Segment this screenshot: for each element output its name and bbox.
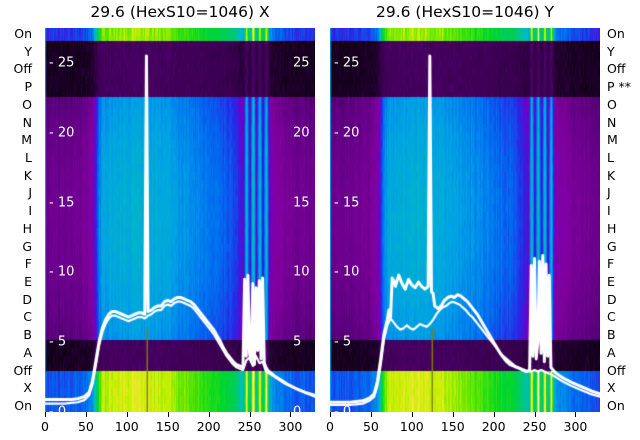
heatmap-panel-x[interactable] xyxy=(45,28,315,412)
x-axis-tick-label: 100 xyxy=(399,419,424,434)
x-axis-tick xyxy=(575,412,577,417)
category-tick-label: Off xyxy=(13,362,32,378)
category-tick-label: X xyxy=(23,380,32,396)
x-axis-tick-label: 200 xyxy=(481,419,506,434)
left-category-axis: On Y Off P O N M L K J I H G F E D C B A Off X On xyxy=(0,25,34,413)
category-tick-label: On xyxy=(607,397,625,413)
category-tick-label: F xyxy=(24,256,32,272)
x-axis-tick xyxy=(493,412,495,417)
category-tick-label: X xyxy=(607,380,616,396)
right-category-axis: On Y Off P ** O N M L K J I H G F E D C B A Off X On xyxy=(604,25,638,413)
category-tick-label: On xyxy=(14,397,32,413)
x-axis-tick xyxy=(411,412,413,417)
x-axis-tick xyxy=(45,412,46,417)
category-tick-label: J xyxy=(28,185,32,201)
category-tick-label: H xyxy=(22,220,32,236)
category-tick-label: B xyxy=(607,326,616,342)
category-tick-label: G xyxy=(607,238,617,254)
x-axis-panel-y: 0 50 100 150 200 250 300 xyxy=(326,412,600,440)
category-tick-label: K xyxy=(23,167,32,183)
x-axis-tick-label: 150 xyxy=(155,419,180,434)
x-axis-panel-x: 0 50 100 150 200 250 300 xyxy=(41,412,315,440)
category-tick-label: E xyxy=(24,273,32,289)
x-axis-tick-label: 50 xyxy=(77,419,94,434)
x-axis-tick xyxy=(534,412,536,417)
category-tick-label: C xyxy=(23,309,32,325)
category-tick-label: D xyxy=(607,291,617,307)
category-tick-label: K xyxy=(607,167,616,183)
category-tick-label: F xyxy=(607,256,615,272)
category-tick-label: On xyxy=(14,25,32,41)
category-tick-label: N xyxy=(607,114,617,130)
category-tick-label: On xyxy=(607,25,625,41)
x-axis-tick xyxy=(370,412,372,417)
category-tick-label: H xyxy=(607,220,617,236)
category-tick-label: O xyxy=(607,96,617,112)
category-tick-label: M xyxy=(607,132,618,148)
category-tick-label: G xyxy=(22,238,32,254)
heatmap-panel-y[interactable] xyxy=(330,28,600,412)
category-tick-label: I xyxy=(28,202,32,218)
category-tick-label: Y xyxy=(607,43,615,59)
category-tick-label: J xyxy=(607,185,611,201)
x-axis-tick xyxy=(330,412,331,417)
panel-title-y: 29.6 (HexS10=1046) Y xyxy=(375,3,554,21)
category-tick-label: O xyxy=(22,96,32,112)
panel-title-x: 29.6 (HexS10=1046) X xyxy=(90,3,270,21)
x-axis-tick xyxy=(167,412,169,417)
x-axis-tick-label: 0 xyxy=(326,419,334,434)
x-axis-tick-label: 200 xyxy=(196,419,221,434)
x-axis-tick xyxy=(85,412,87,417)
category-tick-label: L xyxy=(25,149,32,165)
x-axis-tick-label: 300 xyxy=(278,419,303,434)
x-axis-tick-label: 150 xyxy=(440,419,465,434)
x-axis-tick-label: 50 xyxy=(362,419,379,434)
category-tick-label: A xyxy=(607,344,616,360)
category-tick-label: P ** xyxy=(607,78,632,94)
x-axis-tick-label: 300 xyxy=(563,419,588,434)
category-tick-label: I xyxy=(607,202,611,218)
category-tick-label: Off xyxy=(607,362,626,378)
x-axis-tick-label: 100 xyxy=(114,419,139,434)
category-tick-label: Y xyxy=(24,43,32,59)
category-tick-label: A xyxy=(23,344,32,360)
category-tick-label: B xyxy=(23,326,32,342)
category-tick-label: E xyxy=(607,273,615,289)
category-tick-label: L xyxy=(607,149,614,165)
x-axis-tick-label: 0 xyxy=(41,419,49,434)
category-tick-label: N xyxy=(22,114,32,130)
x-axis-tick xyxy=(208,412,210,417)
x-axis-tick xyxy=(290,412,292,417)
category-tick-label: C xyxy=(607,309,616,325)
category-tick-label: Off xyxy=(607,61,626,77)
x-axis-tick xyxy=(126,412,128,417)
x-axis-tick xyxy=(249,412,251,417)
category-tick-label: Off xyxy=(13,61,32,77)
x-axis-tick-label: 250 xyxy=(522,419,547,434)
category-tick-label: D xyxy=(22,291,32,307)
category-tick-label: P xyxy=(24,78,32,94)
x-axis-tick-label: 250 xyxy=(237,419,262,434)
category-tick-label: M xyxy=(21,132,32,148)
x-axis-tick xyxy=(452,412,454,417)
